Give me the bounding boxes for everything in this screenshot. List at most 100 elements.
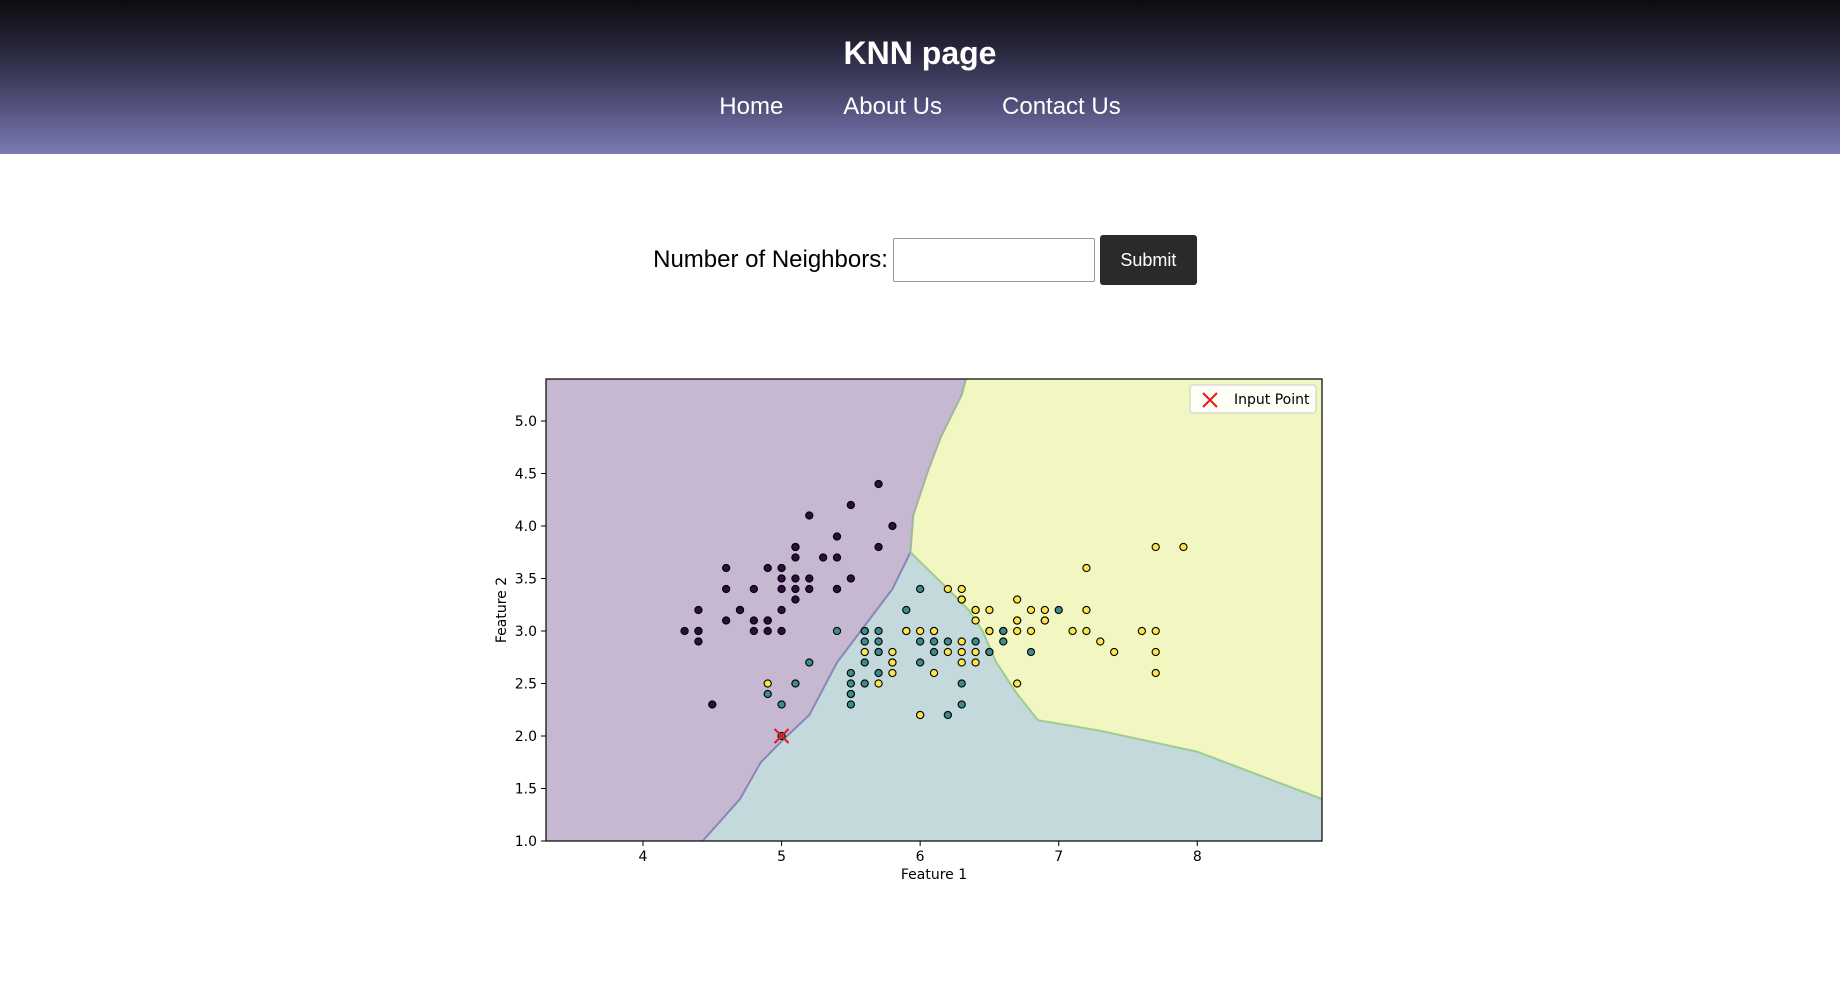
data-point-class-0 — [805, 511, 814, 520]
data-point-class-0 — [805, 584, 814, 594]
y-tick-label: 2.0 — [515, 729, 537, 745]
data-point-class-2 — [860, 647, 869, 657]
data-point-class-1 — [999, 626, 1008, 636]
data-point-class-0 — [791, 595, 800, 604]
data-point-class-0 — [777, 584, 786, 594]
data-point-class-1 — [1026, 647, 1036, 657]
knn-decision-plot: 4 5 6 7 8 1.0 1.5 2.0 2.5 3.0 3.5 4.0 4.5 5.0 Feature … — [494, 378, 1323, 883]
data-point-class-1 — [805, 658, 814, 667]
data-point-class-2 — [902, 626, 911, 636]
y-tick-label: 4.0 — [515, 519, 537, 535]
data-point-class-2 — [1151, 626, 1160, 636]
data-point-class-2 — [957, 584, 966, 594]
data-point-class-1 — [791, 679, 800, 688]
y-tick-label: 2.5 — [515, 677, 537, 693]
region-class-2 — [910, 379, 1322, 799]
data-point-class-2 — [985, 626, 994, 636]
region-class-0 — [546, 379, 966, 841]
data-point-class-0 — [749, 616, 759, 625]
data-point-class-0 — [846, 500, 856, 510]
data-point-class-2 — [1151, 542, 1160, 552]
legend-box — [1189, 384, 1317, 414]
data-point-class-0 — [708, 700, 717, 709]
data-point-class-2 — [763, 679, 772, 688]
data-point-class-1 — [902, 605, 911, 615]
data-point-class-1 — [832, 626, 842, 636]
data-point-class-2 — [957, 637, 966, 646]
data-point-class-1 — [874, 668, 883, 678]
data-point-class-2 — [1012, 616, 1022, 625]
data-point-class-0 — [721, 563, 731, 573]
data-point-class-2 — [1026, 626, 1036, 636]
data-point-class-2 — [957, 595, 966, 604]
data-point-class-0 — [791, 584, 800, 594]
data-point-class-1 — [943, 710, 953, 720]
submit-button[interactable]: Submit — [1099, 235, 1197, 285]
data-point-class-2 — [943, 647, 953, 657]
data-point-class-2 — [915, 626, 925, 636]
data-point-class-2 — [1040, 605, 1050, 615]
data-point-class-0 — [874, 479, 883, 489]
data-point-class-0 — [874, 542, 883, 552]
data-point-class-1 — [943, 637, 953, 646]
data-point-class-0 — [763, 563, 772, 573]
data-point-class-0 — [777, 574, 786, 583]
y-axis-label: Feature 2 — [494, 577, 510, 643]
y-tick-label: 1.0 — [515, 834, 537, 850]
data-point-class-1 — [915, 658, 925, 667]
legend: Input Point — [1189, 384, 1317, 414]
data-point-class-2 — [1068, 626, 1077, 636]
data-point-class-0 — [680, 626, 689, 636]
data-point-class-0 — [735, 605, 745, 615]
data-point-class-1 — [846, 700, 856, 709]
data-point-class-2 — [971, 658, 980, 667]
data-point-class-0 — [791, 574, 800, 583]
y-tick-label: 5.0 — [515, 414, 537, 430]
main-nav: Home About Us Contact Us — [0, 92, 1840, 122]
data-point-class-0 — [791, 542, 800, 552]
data-point-class-0 — [694, 637, 703, 646]
nav-contact-link[interactable]: Contact Us — [1002, 93, 1121, 120]
data-point-class-2 — [943, 584, 953, 594]
data-point-class-2 — [888, 658, 897, 667]
neighbors-input[interactable] — [892, 238, 1095, 282]
y-tick-label: 3.0 — [515, 624, 537, 640]
data-point-class-2 — [1082, 626, 1091, 636]
data-point-class-1 — [777, 700, 786, 709]
data-point-class-2 — [957, 647, 966, 657]
data-point-class-1 — [874, 647, 883, 657]
data-point-class-1 — [846, 668, 856, 678]
nav-about-link[interactable]: About Us — [843, 93, 943, 120]
data-point-class-2 — [1082, 605, 1091, 615]
data-point-class-1 — [957, 679, 966, 688]
data-point-class-0 — [749, 626, 759, 636]
data-point-class-1 — [860, 679, 869, 688]
data-point-class-1 — [860, 637, 869, 646]
region-class-1 — [702, 552, 1322, 841]
data-point-class-2 — [888, 647, 897, 657]
data-point-class-2 — [929, 668, 939, 678]
data-point-class-2 — [874, 679, 883, 688]
data-point-class-1 — [763, 689, 772, 699]
data-point-class-1 — [985, 647, 994, 657]
nav-home-link[interactable]: Home — [719, 93, 784, 120]
data-point-class-1 — [846, 689, 856, 699]
data-point-class-0 — [832, 553, 842, 562]
data-point-class-1 — [915, 584, 925, 594]
data-point-class-2 — [1096, 637, 1105, 646]
boundary-0-2 — [909, 379, 967, 553]
x-tick-label: 7 — [1054, 849, 1063, 865]
data-point-class-0 — [846, 574, 856, 583]
data-point-class-2 — [1151, 647, 1160, 657]
data-point-class-2 — [1012, 626, 1022, 636]
x-tick-label: 4 — [639, 849, 648, 865]
x-tick-label: 6 — [916, 849, 925, 865]
data-point-class-0 — [818, 553, 828, 562]
data-point-class-1 — [929, 637, 939, 646]
data-point-class-2 — [1082, 563, 1091, 573]
data-point-class-0 — [763, 626, 772, 636]
data-point-class-2 — [1012, 595, 1022, 604]
data-point-class-2 — [1012, 679, 1022, 688]
data-point-class-0 — [805, 574, 814, 583]
data-point-class-0 — [721, 584, 731, 594]
